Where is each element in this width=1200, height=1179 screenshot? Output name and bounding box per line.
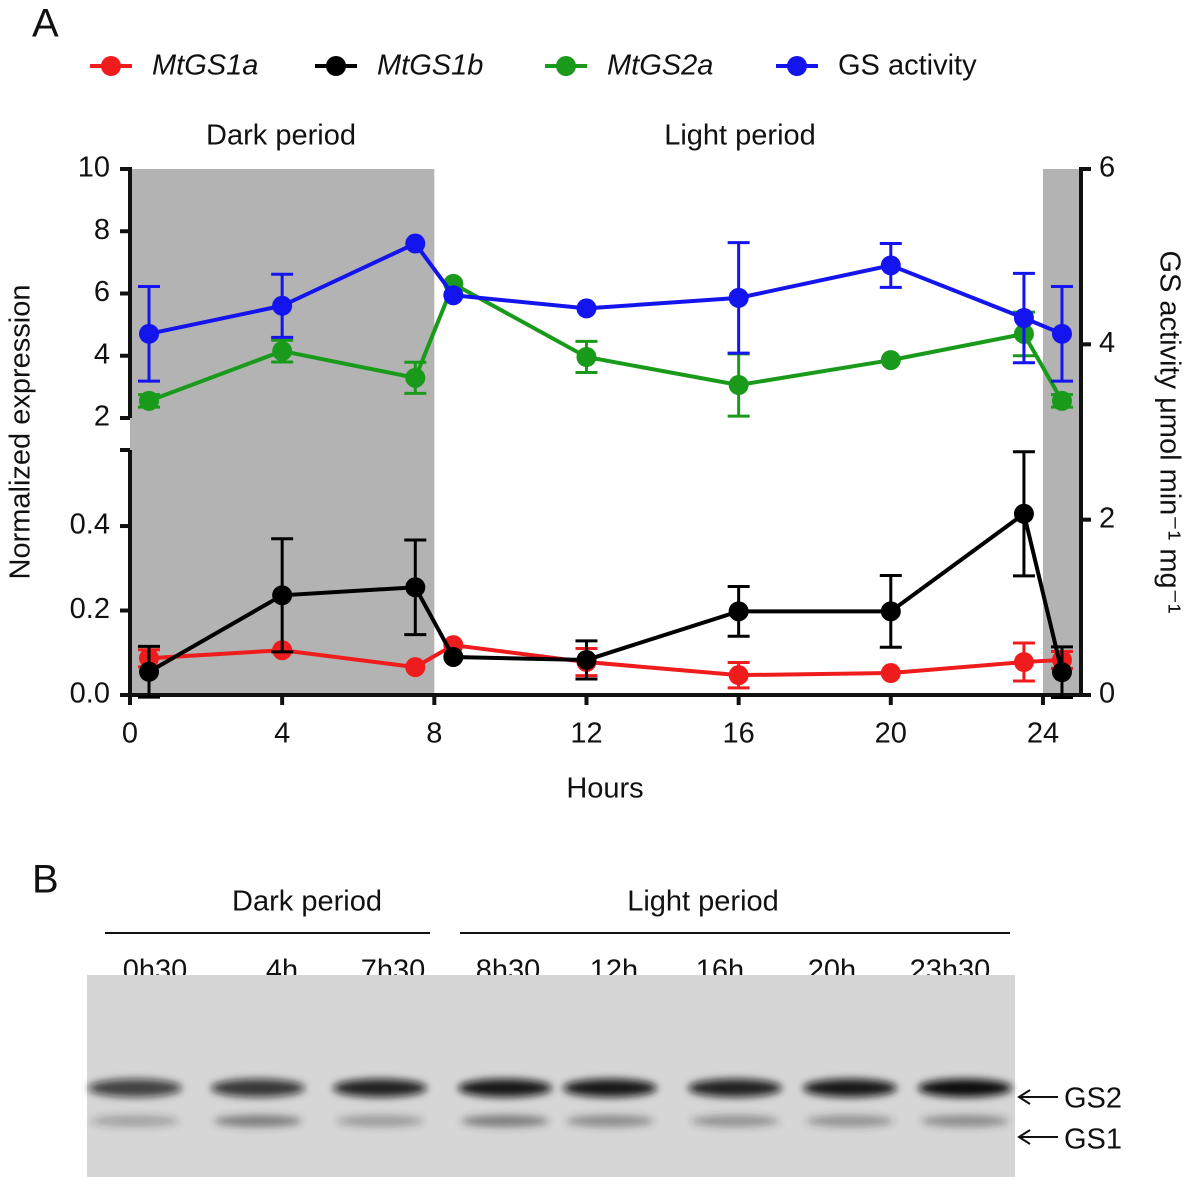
band-gs2	[688, 1079, 782, 1097]
legend-marker	[101, 56, 121, 76]
y-tick-label: 0.4	[70, 509, 110, 541]
y2-tick-label: 6	[1099, 152, 1115, 184]
y-tick-label: 0.2	[70, 593, 110, 625]
legend-label: MtGS2a	[607, 50, 713, 82]
legend-marker	[787, 56, 807, 76]
band-gs2	[803, 1079, 897, 1097]
y2-tick-label: 0	[1099, 678, 1115, 710]
band-gs2	[333, 1079, 427, 1097]
x-tick-label: 12	[570, 718, 602, 750]
data-point	[880, 350, 901, 371]
legend-label: MtGS1b	[377, 50, 483, 82]
data-point	[1013, 503, 1034, 524]
data-point	[272, 341, 293, 362]
data-point	[728, 375, 749, 396]
band-label: GS1	[1064, 1124, 1122, 1156]
y2-tick-label: 4	[1099, 327, 1115, 359]
data-point	[576, 649, 597, 670]
legend-marker	[556, 56, 576, 76]
data-point	[443, 285, 464, 306]
x-tick-label: 4	[274, 718, 290, 750]
band-gs1	[214, 1115, 302, 1127]
y-tick-label: 8	[94, 214, 110, 246]
y2-axis-label: GS activity μmol min⁻¹ mg⁻¹	[1153, 250, 1185, 613]
band-gs2	[88, 1079, 182, 1097]
band-gs1	[91, 1115, 179, 1127]
group-label: Dark period	[232, 886, 382, 918]
data-point	[728, 665, 749, 686]
data-point	[1051, 390, 1072, 411]
band-gs2	[211, 1079, 305, 1097]
y-tick-label: 0.0	[70, 678, 110, 710]
arrow-head	[1017, 1129, 1031, 1145]
x-axis-label: Hours	[566, 773, 643, 805]
band-gs2	[918, 1079, 1012, 1097]
data-point	[728, 601, 749, 622]
blot-bands	[88, 1079, 1012, 1127]
panel-label: B	[32, 858, 59, 902]
data-point	[405, 657, 426, 678]
blot-image	[87, 975, 1015, 1177]
x-tick-label: 16	[723, 718, 755, 750]
legend-label: MtGS1a	[152, 50, 258, 82]
data-point	[405, 577, 426, 598]
dark-period-shade	[1042, 169, 1081, 695]
data-point	[139, 323, 160, 344]
legend-label: GS activity	[838, 50, 977, 82]
arrow-head	[1017, 1089, 1031, 1105]
band-gs2	[563, 1079, 657, 1097]
data-point	[880, 601, 901, 622]
x-tick-label: 8	[426, 718, 442, 750]
y-tick-label: 10	[78, 152, 110, 184]
data-point	[576, 346, 597, 367]
x-tick-label: 24	[1027, 718, 1059, 750]
data-point	[1051, 662, 1072, 683]
group-label: Light period	[627, 886, 779, 918]
data-point	[272, 295, 293, 316]
data-point	[1013, 652, 1034, 673]
band-gs1	[461, 1115, 549, 1127]
data-point	[728, 287, 749, 308]
band-label: GS2	[1064, 1083, 1122, 1115]
y-axis-label: Normalized expression	[5, 285, 37, 580]
band-gs1	[566, 1115, 654, 1127]
data-point	[880, 663, 901, 684]
legend-marker	[326, 56, 346, 76]
y-tick-label: 4	[94, 338, 110, 370]
band-gs1	[691, 1115, 779, 1127]
data-point	[443, 646, 464, 667]
data-point	[1051, 323, 1072, 344]
shade-layer	[130, 169, 1081, 695]
band-gs1	[806, 1115, 894, 1127]
band-gs1	[336, 1115, 424, 1127]
data-point	[1013, 308, 1034, 329]
y-tick-label: 6	[94, 276, 110, 308]
annotation: Dark period	[206, 120, 356, 152]
annotation: Light period	[664, 120, 816, 152]
data-point	[405, 233, 426, 254]
data-point	[880, 255, 901, 276]
data-point	[139, 390, 160, 411]
panel-label: A	[32, 2, 59, 46]
band-gs2	[458, 1079, 552, 1097]
band-gs1	[921, 1115, 1009, 1127]
y-tick-label: 2	[94, 401, 110, 433]
y2-tick-label: 2	[1099, 502, 1115, 534]
data-point	[405, 367, 426, 388]
data-point	[576, 298, 597, 319]
data-point	[272, 585, 293, 606]
data-point	[139, 661, 160, 682]
x-tick-label: 0	[122, 718, 138, 750]
x-tick-label: 20	[875, 718, 907, 750]
